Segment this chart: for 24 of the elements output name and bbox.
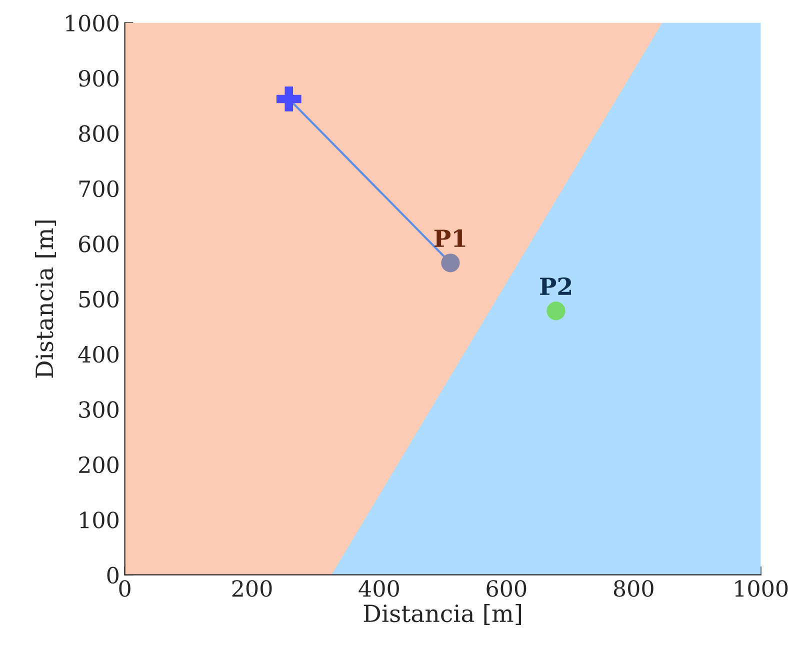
point bbox=[276, 86, 302, 112]
x-axis-title: Distancia [m] bbox=[364, 604, 522, 626]
y-tick-label: 1000 bbox=[66, 14, 118, 32]
y-tick-label: 500 bbox=[79, 290, 118, 308]
y-tick-label: 900 bbox=[78, 70, 118, 87]
y-tick-label: 600 bbox=[79, 236, 118, 252]
x-tick-label: 800 bbox=[614, 580, 654, 597]
y-tick-label: 300 bbox=[79, 401, 118, 418]
y-tick-label: 200 bbox=[79, 456, 118, 474]
y-tick-label: 400 bbox=[78, 346, 118, 363]
y-tick-label: 700 bbox=[79, 180, 118, 198]
point bbox=[546, 302, 566, 320]
annotation: P2 bbox=[540, 277, 571, 295]
y-axis-title: Distancia [m] bbox=[34, 220, 56, 378]
x-tick-label: 0 bbox=[119, 580, 130, 597]
x-tick-label: 200 bbox=[232, 580, 272, 597]
point bbox=[441, 254, 460, 272]
x-tick-label: 1000 bbox=[735, 580, 788, 597]
y-tick-label: 100 bbox=[80, 512, 118, 528]
x-tick-label: 600 bbox=[486, 580, 526, 597]
y-tick-label: 0 bbox=[107, 566, 118, 584]
x-tick-label: 400 bbox=[358, 580, 399, 597]
annotation: P1 bbox=[434, 229, 466, 247]
y-tick-label: 800 bbox=[79, 125, 118, 142]
